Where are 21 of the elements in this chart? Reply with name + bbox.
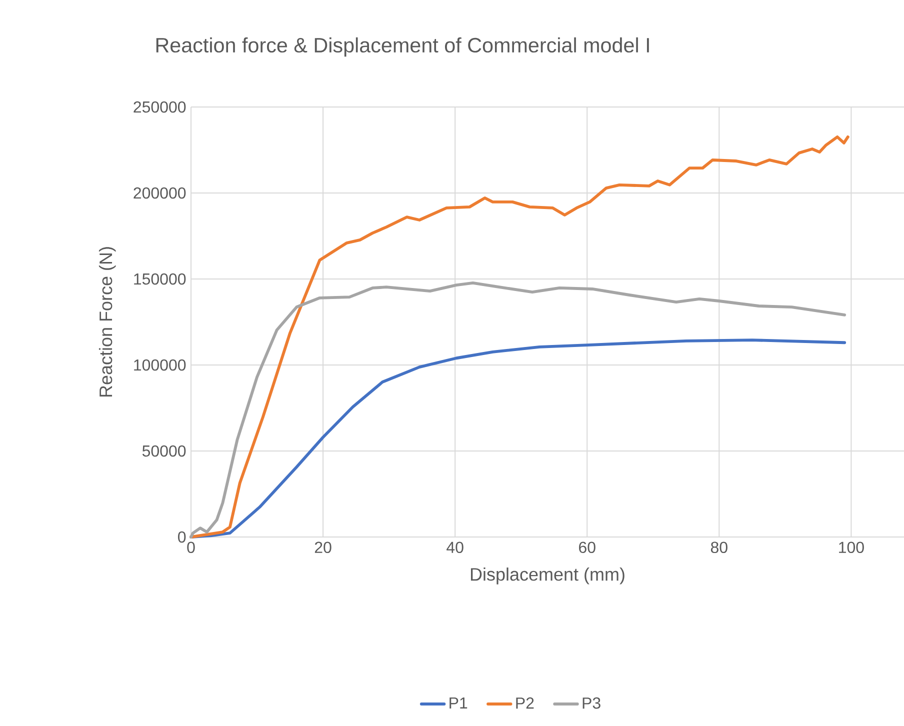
y-tick-label: 100000 [134,359,186,371]
x-tick-label: 20 [314,542,332,554]
x-tick-label: 40 [446,542,464,554]
y-tick-label: 200000 [134,187,186,199]
x-axis-title: Displacement (mm) [470,568,624,584]
y-tick-label: 50000 [142,445,186,457]
legend-label: P1 [450,697,468,708]
line-series [190,338,846,538]
y-tick-label: 0 [178,531,186,543]
y-axis-title: Reaction Force (N) [98,247,116,397]
x-tick-label: 0 [187,542,195,554]
legend-label: P2 [516,697,534,709]
x-tick-label: 80 [710,542,728,554]
legend-label: P3 [582,697,600,709]
x-tick-label: 60 [579,542,596,554]
line-series [190,281,846,538]
x-tick-label: 100 [839,542,864,554]
y-tick-label: 250000 [134,101,186,113]
line-series [190,135,850,538]
y-tick-label: 150000 [134,273,186,285]
chart-title: Reaction force & Displacement of Commercial model I [156,37,649,57]
